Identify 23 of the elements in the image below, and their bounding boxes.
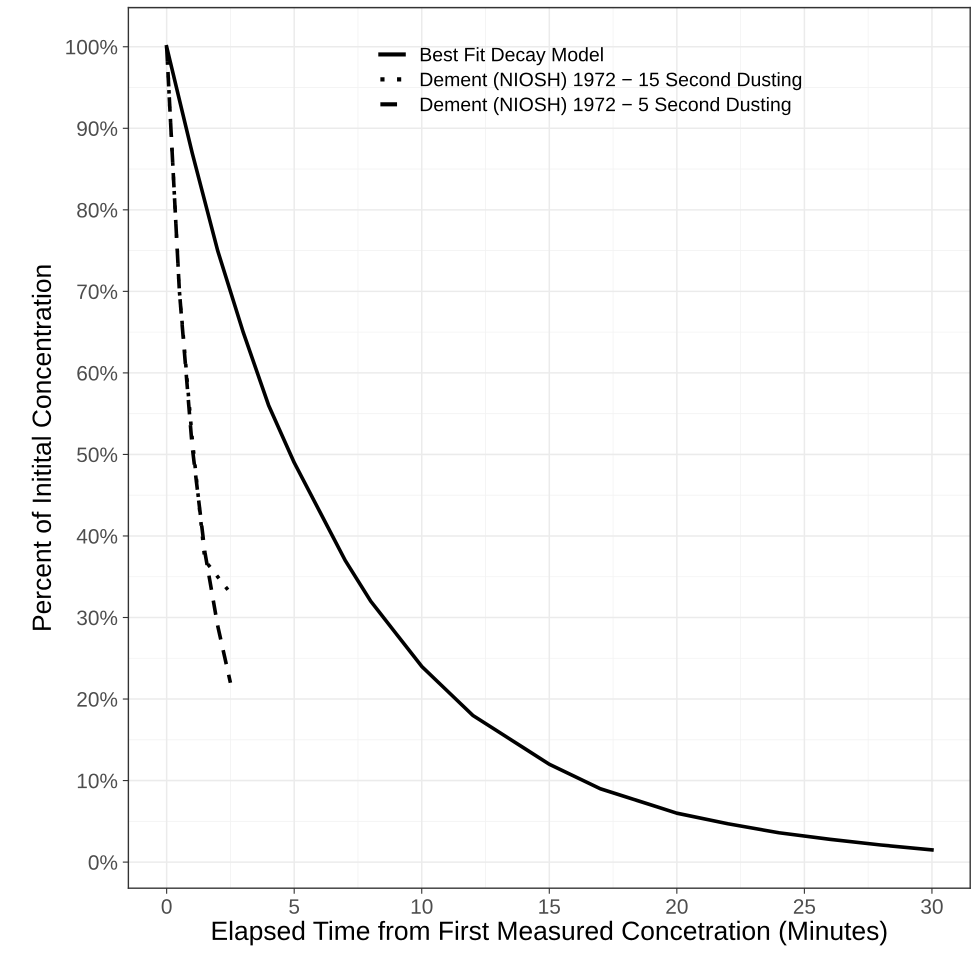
y-tick-label: 50% — [77, 447, 118, 462]
x-tick-label: 15 — [539, 899, 560, 914]
y-tick-label: 60% — [77, 366, 118, 381]
x-axis-title: Elapsed Time from First Measured Concetration (Minutes) — [212, 920, 886, 946]
x-tick-label: 5 — [289, 899, 300, 914]
x-tick-label: 25 — [794, 899, 816, 914]
y-tick-label: 100% — [66, 40, 118, 55]
y-tick-label: 30% — [77, 610, 118, 626]
legend-label: Dement (NIOSH) 1972 − 15 Second Dusting — [420, 72, 802, 90]
y-tick-label: 0% — [88, 855, 118, 870]
x-tick-label: 30 — [921, 899, 943, 914]
y-tick-label: 20% — [77, 692, 118, 707]
y-axis-title: Percent of Initital Concentration — [32, 266, 52, 630]
x-tick-label: 20 — [666, 899, 688, 914]
legend-label: Dement (NIOSH) 1972 − 5 Second Dusting — [420, 97, 790, 116]
x-tick-label: 10 — [412, 899, 433, 914]
y-tick-label: 40% — [76, 528, 118, 544]
x-tick-label: 0 — [162, 899, 172, 914]
y-tick-label: 10% — [78, 774, 118, 788]
legend-label: Best Fit Decay Model — [420, 47, 603, 66]
y-tick-label: 80% — [77, 202, 118, 218]
y-tick-label: 70% — [77, 284, 118, 300]
y-tick-label: 90% — [77, 121, 118, 136]
